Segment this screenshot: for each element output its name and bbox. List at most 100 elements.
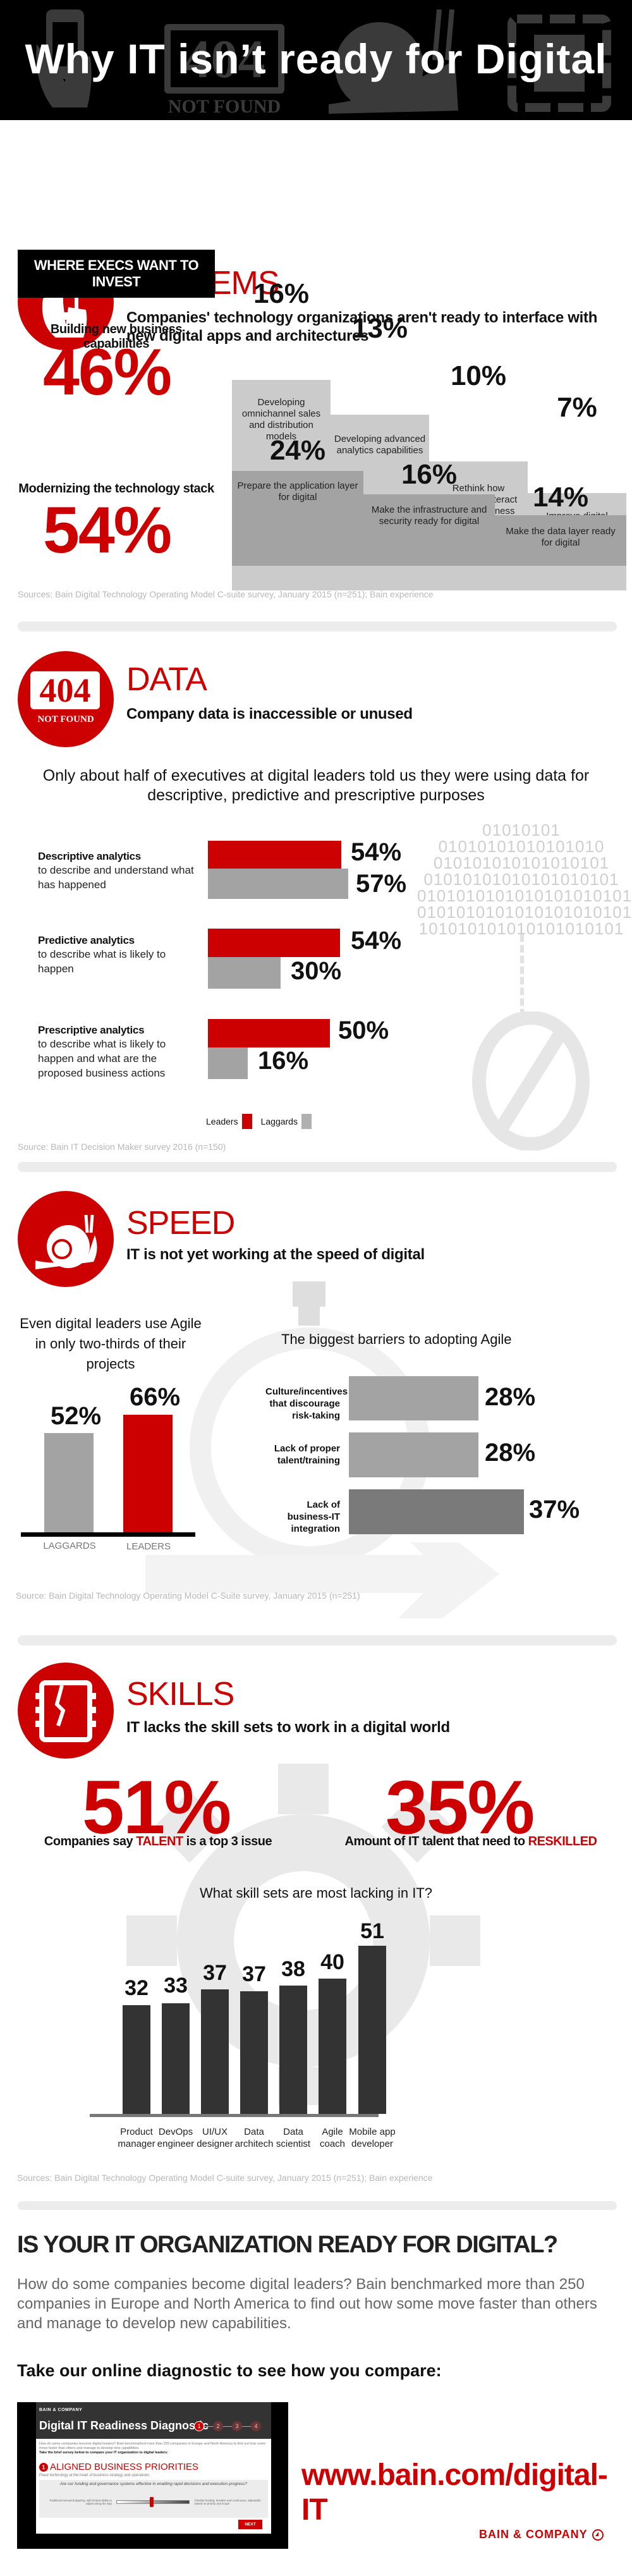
diagnostic-url-link[interactable]: www.bain.com/digital-IT bbox=[301, 2458, 608, 2527]
step-value: 7% bbox=[557, 392, 597, 423]
step-value: 14% bbox=[532, 482, 589, 513]
skill-bar bbox=[240, 1991, 268, 2114]
step-label: Make the infrastructure and security rea… bbox=[371, 504, 487, 527]
group-value: 46% bbox=[43, 336, 172, 409]
leaders-bar bbox=[208, 1019, 330, 1047]
speed-source: Source: Bain Digital Technology Operatin… bbox=[16, 1590, 360, 1601]
skills-title: SKILLS bbox=[126, 1676, 234, 1712]
phone-tap-icon bbox=[36, 9, 92, 107]
talent-stat-value: 51% bbox=[82, 1765, 231, 1850]
skill-bar bbox=[279, 1986, 307, 2114]
cta-body: How do some companies become digital lea… bbox=[17, 2276, 597, 2332]
legend: Leaders Laggards bbox=[206, 1114, 312, 1129]
invest-box: WHERE EXECS WANT TO INVEST bbox=[18, 250, 215, 298]
analytics-row-label: Predictive analytics to describe what is … bbox=[38, 934, 166, 975]
group-label: Modernizing the technology stack bbox=[18, 482, 214, 496]
group-value: 54% bbox=[43, 494, 172, 567]
barrier-bar bbox=[349, 1376, 478, 1420]
step-value: 10% bbox=[450, 360, 507, 391]
section-divider bbox=[18, 1162, 617, 1172]
systems-source: Sources: Bain Digital Technology Operati… bbox=[18, 589, 434, 599]
barrier-bar bbox=[349, 1432, 478, 1477]
skill-bar bbox=[319, 1979, 346, 2114]
diagnostic-preview[interactable]: BAIN & COMPANY Digital IT Readiness Diag… bbox=[17, 2402, 288, 2549]
leaders-swatch bbox=[241, 1114, 252, 1129]
skill-label: Product manager bbox=[118, 2127, 155, 2149]
skill-bar bbox=[358, 1946, 386, 2114]
skill-label: DevOps engineer bbox=[157, 2127, 195, 2149]
section-divider bbox=[18, 2201, 617, 2210]
axis-baseline bbox=[90, 2114, 379, 2117]
broken-chip-icon bbox=[35, 1680, 96, 1742]
talent-stat-label: Companies say TALENT is a top 3 issue bbox=[44, 1834, 272, 1848]
data-title: DATA bbox=[126, 661, 207, 698]
step-label: Developing omnichannel sales and distrib… bbox=[241, 397, 321, 442]
page-title: Why IT isn’t ready for Digital bbox=[25, 35, 607, 82]
analytics-row-label: Descriptive analytics to describe and und… bbox=[38, 850, 194, 891]
skill-label: Mobile app developer bbox=[349, 2127, 396, 2149]
step-bar bbox=[363, 494, 495, 566]
skill-bar bbox=[162, 2003, 190, 2114]
section-divider bbox=[18, 1635, 617, 1645]
laggards-bar bbox=[208, 869, 348, 899]
forbidden-icon bbox=[472, 1011, 590, 1151]
skill-label: Agile coach bbox=[319, 2127, 346, 2149]
laggards-bar bbox=[208, 1047, 248, 1079]
step-label: Developing advanced analytics capabiliti… bbox=[334, 434, 426, 456]
404-icon: 404 bbox=[30, 671, 100, 709]
diagnostic-title: Digital IT Readiness Diagnostic bbox=[39, 2419, 209, 2432]
data-section-icon: 404 NOT FOUND bbox=[18, 651, 114, 747]
leaders-bar bbox=[208, 929, 340, 957]
systems-subtitle: Companies' technology organizations aren… bbox=[126, 309, 598, 345]
skills-section-icon bbox=[18, 1663, 114, 1759]
laggards-value: 52% bbox=[50, 1402, 102, 1430]
snail-icon bbox=[329, 9, 458, 114]
reskill-stat-label: Amount of IT talent that need to RESKILL… bbox=[344, 1834, 597, 1848]
skill-label: Data scientist bbox=[276, 2127, 311, 2149]
leaders-value: 54% bbox=[351, 838, 402, 866]
cta-headline: IS YOUR IT ORGANIZATION READY FOR DIGITA… bbox=[17, 2231, 558, 2258]
skill-bar bbox=[123, 2005, 150, 2114]
step-bar bbox=[232, 471, 363, 566]
axis-baseline bbox=[21, 1532, 195, 1537]
analytics-row-label: Prescriptive analytics to describe what i… bbox=[38, 1024, 166, 1079]
barrier-bar bbox=[349, 1489, 524, 1534]
slider-thumb[interactable] bbox=[150, 2497, 154, 2507]
laggards-value: 30% bbox=[291, 957, 342, 985]
bain-logo: BAIN & COMPANY bbox=[479, 2528, 604, 2541]
speed-section-icon bbox=[18, 1191, 114, 1287]
leaders-value: 54% bbox=[351, 927, 402, 955]
group-label: Building new business capabilities bbox=[50, 322, 183, 351]
leaders-value: 50% bbox=[338, 1016, 389, 1044]
skills-subtitle: IT lacks the skill sets to work in a dig… bbox=[126, 1719, 450, 1736]
step-label: Prepare the application layer for digita… bbox=[237, 480, 358, 503]
laggards-value: 16% bbox=[258, 1047, 309, 1075]
cta-take-diagnostic: Take our online diagnostic to see how yo… bbox=[17, 2361, 442, 2380]
diagnostic-steps: 1 2 3 4 bbox=[194, 2421, 261, 2431]
reskill-stat-value: 35% bbox=[386, 1765, 535, 1850]
section-divider bbox=[18, 621, 617, 632]
barriers-title: The biggest barriers to adopting Agile bbox=[281, 1331, 512, 1347]
skill-bar bbox=[201, 1989, 229, 2114]
next-button[interactable]: NEXT bbox=[238, 2520, 262, 2529]
snail-icon bbox=[35, 1214, 97, 1269]
leaders-bar bbox=[208, 841, 341, 869]
laggards-swatch bbox=[301, 1114, 312, 1129]
404-not-found-icon: 404 NOT FOUND bbox=[164, 24, 284, 118]
data-intro: Only about half of executives at digital… bbox=[42, 767, 590, 804]
speed-subtitle: IT is not yet working at the speed of di… bbox=[126, 1246, 425, 1263]
step-value: 13% bbox=[351, 313, 408, 344]
agile-chart-title: Even digital leaders use Agile in only t… bbox=[20, 1315, 202, 1372]
step-value: 16% bbox=[401, 459, 458, 490]
broken-chip-icon bbox=[507, 15, 611, 112]
hero-banner: 404 NOT FOUND Why IT isn’t ready for Dig… bbox=[0, 0, 632, 120]
skills-chart-title: What skill sets are most lacking in IT? bbox=[199, 1885, 432, 1901]
skill-label: Data architech bbox=[234, 2127, 274, 2149]
step-label: Make the data layer ready for digital bbox=[506, 526, 616, 548]
data-source: Source: Bain IT Decision Maker survey 20… bbox=[18, 1142, 226, 1152]
leaders-bar bbox=[123, 1415, 173, 1532]
laggards-bar bbox=[208, 957, 281, 989]
laggards-bar bbox=[44, 1433, 94, 1532]
skill-label: UI/UX designer bbox=[197, 2127, 233, 2149]
leaders-value: 66% bbox=[129, 1383, 181, 1411]
